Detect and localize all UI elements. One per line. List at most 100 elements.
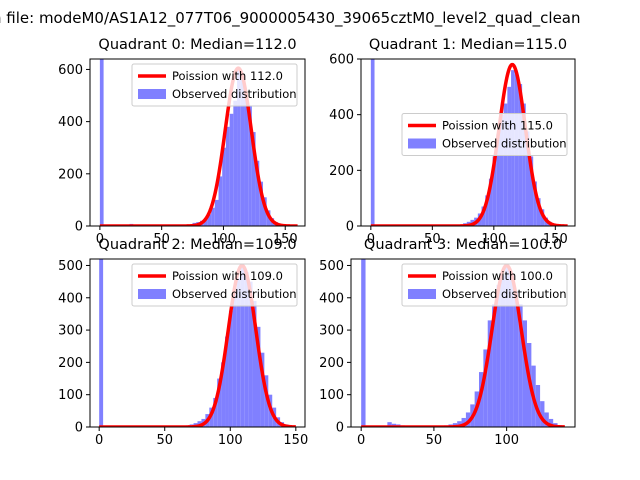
observed-histogram: [361, 259, 562, 427]
histogram-bar: [361, 259, 366, 427]
histogram-bar: [499, 114, 504, 226]
x-tick-label: 100: [481, 232, 506, 247]
x-tick-label: 0: [95, 433, 103, 448]
x-tick-label: 50: [424, 232, 441, 247]
y-tick-label: 400: [319, 291, 344, 306]
legend: Poission with 100.0 Observed distribution: [401, 263, 568, 307]
histogram-bar: [232, 288, 237, 427]
histogram-bar: [252, 301, 257, 427]
y-tick-label: 200: [329, 164, 354, 179]
histogram-bar: [203, 218, 208, 226]
histogram-bar: [213, 397, 218, 427]
x-tick-label: 150: [543, 232, 568, 247]
legend-observed-swatch: [408, 138, 436, 149]
y-tick-label: 200: [58, 356, 83, 371]
histogram-bar: [99, 259, 104, 427]
axes-frame: [360, 58, 576, 227]
y-tick-label: 200: [58, 167, 83, 182]
histogram-bar: [207, 214, 212, 226]
y-tick-label: 0: [336, 421, 344, 436]
histogram-bar: [535, 385, 541, 427]
histogram-bar: [479, 372, 484, 427]
histogram-bar: [483, 349, 488, 427]
x-tick-label: 100: [218, 433, 243, 448]
observed-histogram: [99, 59, 286, 226]
histogram-bar: [237, 69, 241, 226]
histogram-bar: [492, 156, 497, 226]
histogram-bar: [228, 310, 233, 427]
y-tick-label: 500: [319, 259, 344, 274]
legend-poisson-label: Poission with 109.0: [172, 269, 283, 283]
histogram-bar: [221, 362, 226, 427]
legend-observed-label: Observed distribution: [172, 87, 297, 101]
histogram-bar: [536, 198, 541, 226]
x-tick-label: 150: [283, 433, 308, 448]
legend-poisson-label: Poission with 115.0: [442, 119, 553, 133]
y-tick-label: 100: [58, 388, 83, 403]
histogram-bar: [222, 147, 226, 226]
y-tick-label: 500: [58, 259, 83, 274]
poisson-curve: [360, 263, 566, 427]
histogram-bar: [387, 422, 392, 427]
subplot-quadrant-2: Quadrant 2: Median=109.0 0 50 100 150 0 100 200…: [58, 237, 308, 448]
histogram-bar: [225, 336, 229, 427]
histogram-bar: [248, 105, 252, 226]
histogram-bar: [225, 126, 230, 226]
histogram-bar: [255, 160, 260, 226]
x-tick-label: 100: [494, 433, 519, 448]
histogram-bar: [507, 86, 512, 226]
subplot-quadrant-0: Quadrant 0: Median=112.0 0 50 100 150 0 200 400…: [58, 37, 306, 247]
subplot-quadrant-3: Quadrant 3: Median=100.0 0 50 100 0 100 200 300…: [319, 237, 576, 448]
histogram-bar: [488, 178, 493, 226]
y-tick-label: 400: [58, 115, 83, 130]
histogram-bar: [465, 412, 471, 427]
legend-poisson-label: Poission with 100.0: [442, 269, 553, 283]
legend: Poission with 115.0 Observed distribution: [401, 113, 568, 156]
histogram-bar: [240, 265, 245, 427]
y-tick-label: 100: [319, 388, 344, 403]
histogram-bar: [487, 320, 493, 427]
legend: Poission with 112.0 Observed distribution: [131, 63, 298, 107]
subplot-quadrant-1: Quadrant 1: Median=115.0 0 50 100 150 0 200 400…: [329, 37, 576, 247]
histogram-bar: [485, 195, 489, 226]
histogram-bar: [496, 284, 501, 427]
y-tick-label: 400: [58, 291, 83, 306]
figure-suptitle: n file: modeM0/AS1A12_077T06_9000005430_…: [0, 9, 581, 28]
legend-observed-label: Observed distribution: [172, 287, 297, 301]
histogram-bar: [518, 304, 523, 427]
histogram-bar: [529, 156, 534, 226]
legend: Poission with 109.0 Observed distribution: [131, 263, 298, 307]
histogram-bar: [505, 265, 510, 427]
histogram-bar: [264, 375, 269, 427]
legend-observed-swatch: [138, 89, 166, 99]
x-tick-label: 50: [156, 433, 173, 448]
x-tick-label: 100: [211, 232, 236, 247]
histogram-bar: [259, 181, 263, 226]
legend-box: [131, 63, 298, 107]
legend-observed-label: Observed distribution: [442, 287, 567, 301]
legend-box: [131, 263, 298, 307]
histogram-bar: [256, 326, 261, 427]
histogram-bar: [244, 95, 249, 226]
subplot-grid: Quadrant 0: Median=112.0 0 50 100 150 0 200 400…: [58, 37, 576, 448]
histogram-bar: [233, 100, 238, 226]
legend-box: [401, 113, 568, 156]
histogram-bar: [503, 103, 508, 226]
histogram-bar: [248, 281, 253, 427]
histogram-bar: [229, 113, 234, 226]
histogram-bar: [540, 401, 545, 427]
histogram-bar: [496, 134, 500, 226]
histogram-bar: [513, 291, 519, 427]
histogram-bar: [240, 79, 245, 226]
histogram-bar: [236, 278, 241, 427]
x-tick-label: 0: [367, 232, 375, 247]
histogram-bar: [522, 103, 526, 226]
histogram-bar: [99, 59, 104, 226]
histogram-bar: [370, 59, 375, 226]
x-tick-label: 50: [153, 232, 170, 247]
histogram-bar: [522, 320, 527, 427]
histogram-bar: [461, 417, 466, 427]
y-tick-label: 0: [75, 421, 83, 436]
legend-observed-label: Observed distribution: [442, 137, 567, 151]
